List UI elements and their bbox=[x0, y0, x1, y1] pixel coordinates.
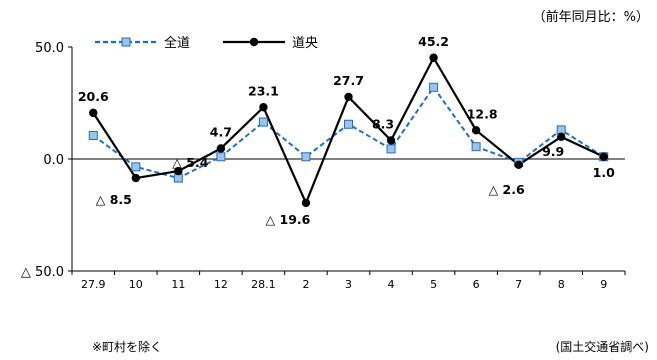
marker-circle bbox=[386, 136, 396, 145]
marker-circle bbox=[216, 144, 226, 153]
data-label: △ 19.6 bbox=[266, 212, 311, 227]
marker-circle bbox=[89, 108, 98, 118]
x-tick-label: 9 bbox=[600, 278, 607, 291]
marker-circle bbox=[344, 92, 353, 102]
x-tick-label: 3 bbox=[345, 278, 352, 291]
marker-square bbox=[258, 117, 268, 127]
marker-square bbox=[429, 82, 439, 92]
unit-label: （前年同月比：%） bbox=[532, 10, 649, 25]
x-tick-label: 10 bbox=[129, 278, 143, 291]
legend-marker bbox=[249, 37, 259, 47]
x-tick-label: 6 bbox=[473, 278, 480, 291]
marker-circle bbox=[259, 103, 268, 112]
marker-square bbox=[301, 152, 311, 162]
marker-square bbox=[131, 162, 141, 172]
data-label: 27.7 bbox=[333, 73, 364, 88]
marker-circle bbox=[131, 173, 141, 183]
footnote: ※町村を除く bbox=[92, 340, 163, 354]
x-tick-label: 27.9 bbox=[81, 278, 106, 291]
data-label: 8.3 bbox=[372, 116, 394, 131]
marker-square bbox=[386, 144, 396, 154]
marker-square bbox=[88, 130, 98, 140]
x-tick-label: 5 bbox=[430, 278, 437, 291]
y-tick-label: 0.0 bbox=[43, 153, 64, 168]
x-tick-label: 8 bbox=[558, 278, 565, 291]
marker-circle bbox=[301, 198, 311, 208]
x-tick-label: 11 bbox=[171, 278, 185, 291]
source-note: (国土交通省調べ) bbox=[555, 340, 649, 354]
x-tick-label: 12 bbox=[214, 278, 228, 291]
data-label: 1.0 bbox=[593, 165, 615, 180]
data-label: 45.2 bbox=[418, 34, 449, 49]
marker-circle bbox=[599, 152, 608, 161]
data-label: 23.1 bbox=[248, 83, 279, 98]
x-tick-label: 2 bbox=[302, 278, 309, 291]
marker-square bbox=[471, 142, 481, 152]
y-tick-label: △ 50.0 bbox=[21, 265, 64, 280]
chart-axes: 50.0 0.0 △ 50.0 27.9 10 11 12 28.1 2 3 4 5 6 7 8 9 bbox=[21, 41, 626, 291]
marker-circle bbox=[471, 126, 481, 135]
data-label: △ 2.6 bbox=[489, 182, 525, 197]
marker-square bbox=[216, 152, 226, 162]
data-label: △ 8.5 bbox=[96, 192, 132, 207]
data-labels: 20.6 △ 8.5 △ 5.4 4.7 23.1 △ 19.6 27.7 8.3 45.2 12… bbox=[78, 34, 615, 227]
data-markers bbox=[88, 53, 609, 208]
marker-circle bbox=[514, 160, 523, 170]
marker-circle bbox=[556, 132, 566, 142]
data-label: 9.9 bbox=[542, 144, 564, 159]
legend: 全道 道央 bbox=[95, 35, 318, 51]
data-label: 12.8 bbox=[467, 106, 498, 121]
marker-circle bbox=[429, 53, 438, 62]
marker-square bbox=[344, 119, 353, 129]
data-label: 4.7 bbox=[210, 124, 232, 139]
x-tick-label: 7 bbox=[515, 278, 522, 291]
data-label: △ 5.4 bbox=[172, 155, 208, 170]
legend-marker bbox=[121, 37, 131, 47]
legend-label: 道央 bbox=[292, 36, 318, 51]
x-tick-label: 4 bbox=[388, 278, 395, 291]
data-label: 20.6 bbox=[78, 89, 109, 104]
legend-label: 全道 bbox=[164, 35, 190, 51]
x-tick-label: 28.1 bbox=[251, 278, 276, 291]
y-tick-label: 50.0 bbox=[35, 41, 64, 56]
marker-circle bbox=[174, 166, 183, 176]
